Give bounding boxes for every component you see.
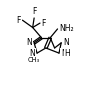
- Text: F: F: [41, 19, 46, 28]
- Text: N: N: [61, 49, 67, 58]
- Text: N: N: [27, 38, 32, 47]
- Text: N: N: [63, 38, 69, 47]
- Text: F: F: [32, 7, 36, 16]
- Text: H: H: [64, 49, 70, 58]
- Text: F: F: [17, 16, 21, 25]
- Text: N: N: [29, 49, 35, 58]
- Text: NH₂: NH₂: [60, 24, 74, 33]
- Text: CH₃: CH₃: [28, 57, 40, 63]
